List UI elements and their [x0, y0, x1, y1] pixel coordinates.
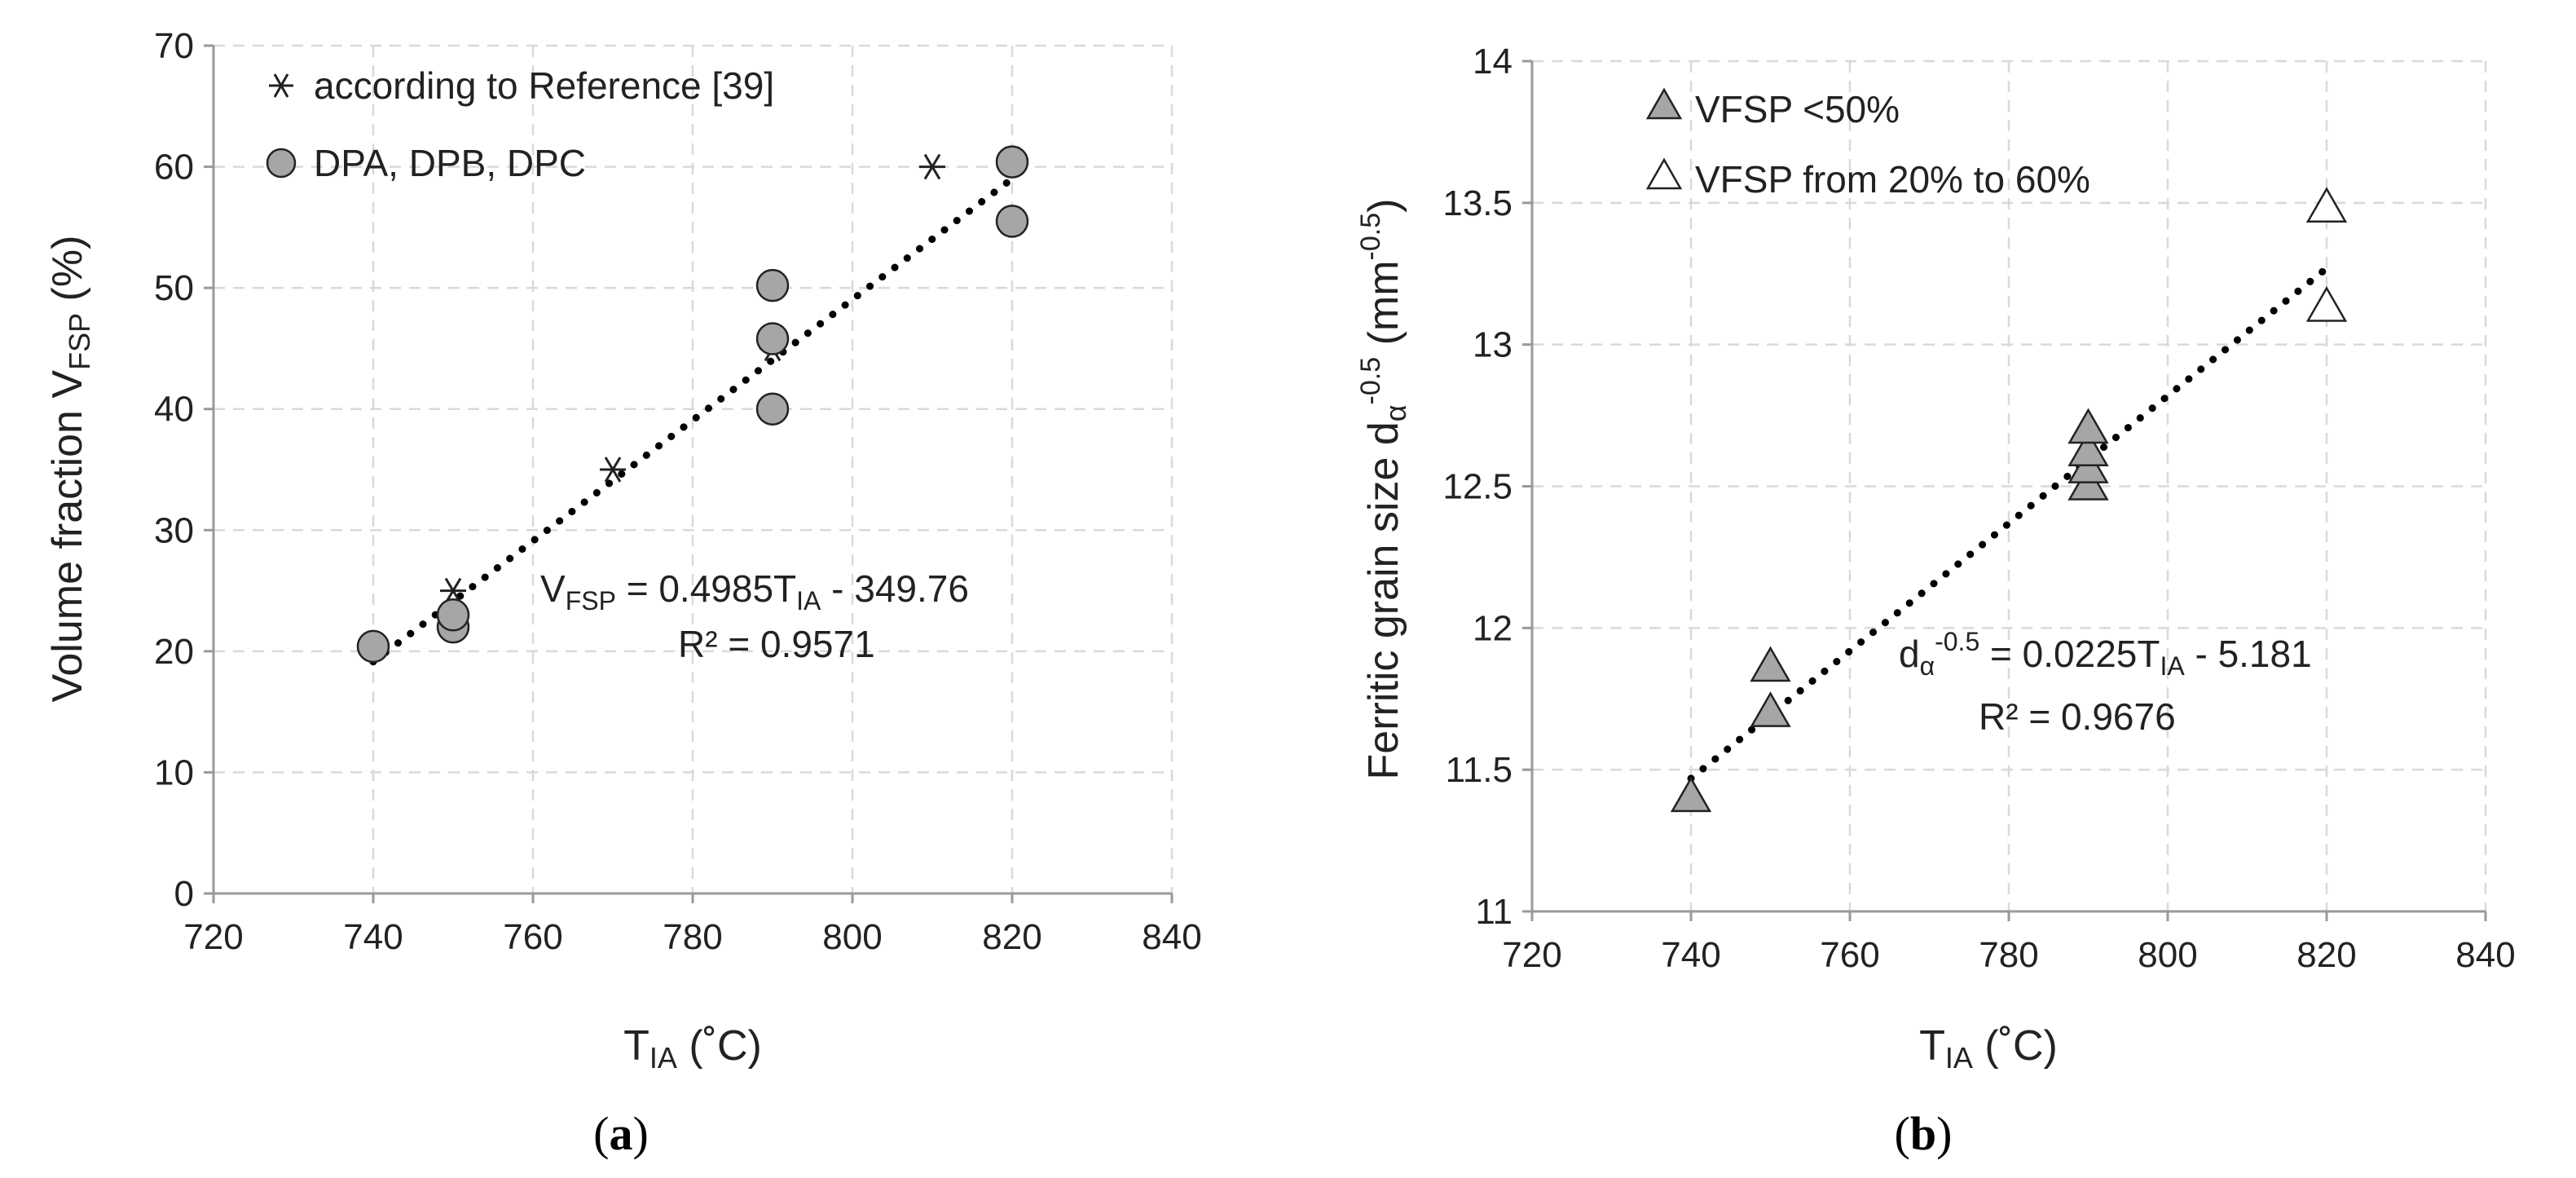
data-point-circle: [755, 392, 790, 426]
data-point-circle: [755, 322, 790, 355]
legend-label-vfsp-20-60: VFSP from 20% to 60%: [1695, 158, 2090, 201]
trendline: [369, 174, 1016, 666]
x-tick-label: 820: [2296, 935, 2356, 975]
data-point-triangle-filled: [2067, 430, 2109, 467]
data-point-circle: [436, 598, 470, 632]
trendline-path: [369, 174, 1016, 666]
legend-asterisk-marker: [269, 73, 293, 98]
gridlines: [214, 44, 1174, 893]
x-tick-labels: 720 740 760 780 800 820 840: [1502, 935, 2515, 975]
data-point-asterisk: [919, 153, 945, 180]
y-tick-label: 60: [154, 148, 194, 188]
data-point-triangle-open: [2305, 187, 2348, 223]
axes: [204, 44, 1174, 903]
x-tick-label: 820: [982, 917, 1041, 957]
data-point-triangle-filled: [1750, 691, 1791, 727]
data-point-circle: [995, 145, 1029, 179]
legend-triangle-filled-marker: [1645, 87, 1683, 120]
y-tick-labels: 11 11.5 12 12.5 13 13.5 14: [1442, 42, 1513, 932]
panel-label-b: (b): [1895, 1107, 1953, 1160]
trendline: [1687, 264, 2331, 783]
data-point-circle: [356, 629, 390, 664]
trend-r-squared: R² = 0.9676: [1979, 695, 2176, 738]
x-tick-label: 760: [503, 917, 562, 957]
chart-panel-a: 0 10 20 30 40 50 60 70 720 740 760 780 800 820 840 ac…: [44, 26, 1202, 1160]
data-point-triangle-filled: [2067, 408, 2109, 444]
y-tick-labels: 0 10 20 30 40 50 60 70: [154, 26, 194, 914]
y-tick-label: 12.5: [1442, 467, 1513, 507]
y-tick-label: 0: [174, 874, 194, 914]
trend-equation: dα-0.5 = 0.0225TIA - 5.181: [1899, 627, 2312, 681]
y-axis-title: Volume fraction VFSP (%): [44, 236, 96, 703]
x-axis-title: TIA (˚C): [1919, 1022, 2058, 1074]
y-tick-label: 12: [1473, 608, 1513, 648]
y-tick-label: 50: [154, 268, 194, 308]
legend-circle-marker: [266, 148, 297, 179]
data-point-triangle-filled: [1750, 646, 1791, 682]
data-point-circle: [755, 268, 790, 302]
x-axis-title: TIA (˚C): [623, 1022, 762, 1074]
data-point-circle: [995, 205, 1029, 238]
y-axis-title: Ferritic grain size dα-0.5 (mm-0.5): [1355, 199, 1412, 780]
x-tick-label: 720: [1502, 935, 1561, 975]
axes: [1522, 60, 2487, 921]
x-tick-label: 740: [1661, 935, 1720, 975]
y-tick-label: 20: [154, 632, 194, 672]
x-tick-label: 780: [663, 917, 722, 957]
x-tick-label: 800: [822, 917, 882, 957]
data-point-triangle-filled: [1670, 776, 1712, 813]
x-tick-label: 720: [183, 917, 243, 957]
x-tick-label: 760: [1820, 935, 1879, 975]
y-tick-label: 10: [154, 752, 194, 792]
trend-r-squared: R² = 0.9571: [678, 623, 875, 665]
legend: according to Reference [39] DPA, DPB, DP…: [266, 64, 774, 184]
trendline-path: [1687, 264, 2331, 783]
y-tick-label: 14: [1473, 42, 1513, 82]
y-tick-label: 13: [1473, 325, 1513, 365]
data-point-asterisk: [440, 577, 466, 604]
y-tick-label: 30: [154, 510, 194, 550]
legend-triangle-open-marker: [1645, 157, 1683, 190]
legend-label-reference: according to Reference [39]: [314, 64, 774, 107]
y-tick-label: 70: [154, 26, 194, 66]
trend-equation: VFSP = 0.4985TIA - 349.76: [540, 567, 969, 615]
data-point-triangle-open: [2305, 285, 2348, 322]
data-point-asterisk: [600, 457, 626, 483]
x-tick-label: 780: [1979, 935, 2038, 975]
chart-panel-b: 11 11.5 12 12.5 13 13.5 14 720 740 760 780 800 820 8…: [1355, 42, 2516, 1160]
data-points: [356, 145, 1029, 664]
x-tick-label: 840: [1142, 917, 1201, 957]
panel-label-a: (a): [593, 1107, 649, 1160]
legend-label-vfsp-lt50: VFSP <50%: [1695, 88, 1900, 130]
y-tick-label: 11: [1475, 892, 1513, 932]
data-points: [1670, 187, 2348, 813]
gridlines: [1532, 60, 2487, 911]
x-tick-label: 840: [2455, 935, 2515, 975]
y-tick-label: 13.5: [1442, 183, 1513, 223]
x-tick-label: 740: [343, 917, 403, 957]
x-tick-labels: 720 740 760 780 800 820 840: [183, 917, 1201, 957]
legend-label-dp: DPA, DPB, DPC: [314, 142, 586, 184]
y-tick-label: 40: [154, 390, 194, 430]
x-tick-label: 800: [2138, 935, 2197, 975]
legend: VFSP <50% VFSP from 20% to 60%: [1645, 87, 2090, 201]
y-tick-label: 11.5: [1446, 750, 1513, 790]
